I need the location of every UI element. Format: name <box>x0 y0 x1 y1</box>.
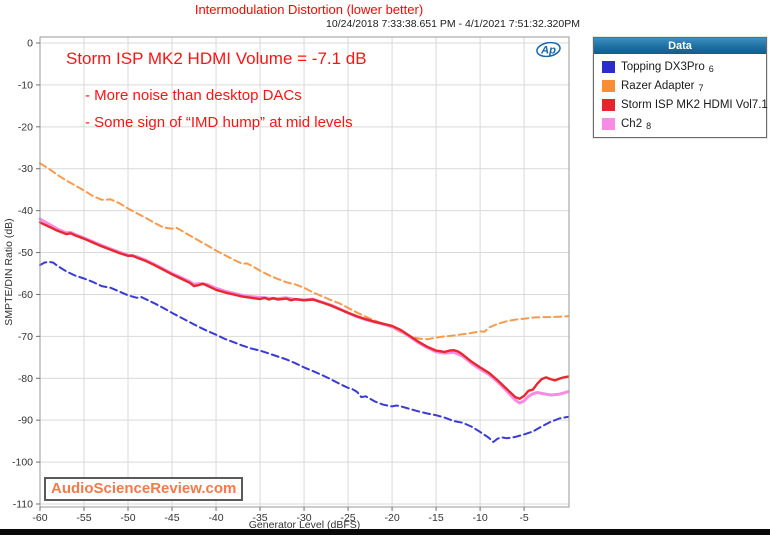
x-tick-label: -60 <box>32 512 47 524</box>
window-bottom-edge <box>0 529 770 535</box>
legend-item-ch2[interactable]: Ch2 8 <box>594 114 766 133</box>
audio-precision-logo-icon: Ap <box>536 41 561 58</box>
y-tick-label: 0 <box>27 38 33 50</box>
legend-item-label: Topping DX3Pro <box>621 60 705 73</box>
y-tick-label: -80 <box>18 373 33 385</box>
legend-color-swatch <box>602 60 615 73</box>
x-tick-label: -35 <box>252 512 267 524</box>
x-tick-label: -50 <box>120 512 135 524</box>
annotation-volume: Storm ISP MK2 HDMI Volume = -7.1 dB <box>66 49 367 68</box>
y-tick-label: -40 <box>18 205 33 217</box>
legend-channel-number: 8 <box>646 120 652 131</box>
annotation-noise: - More noise than desktop DACs <box>85 87 302 104</box>
legend-item-label: Storm ISP MK2 HDMI Vol7.1 <box>621 98 768 111</box>
y-tick-label: -50 <box>18 247 33 259</box>
legend-item-topping-dx3pro[interactable]: Topping DX3Pro 6 <box>594 57 766 76</box>
x-tick-label: -10 <box>473 512 488 524</box>
series-line-topping-dx3pro <box>39 260 570 443</box>
date-range: 10/24/2018 7:33:38.651 PM - 4/1/2021 7:5… <box>326 18 580 30</box>
legend-item-label: Razer Adapter <box>621 79 695 92</box>
y-axis-title: SMPTE/DIN Ratio (dB) <box>3 218 15 326</box>
svg-text:Ap: Ap <box>540 45 556 57</box>
x-tick-label: -30 <box>296 512 311 524</box>
chart-title: Intermodulation Distortion (lower better… <box>194 2 424 17</box>
x-tick-label: -45 <box>164 512 179 524</box>
x-tick-label: -25 <box>340 512 355 524</box>
y-tick-label: -20 <box>18 121 33 133</box>
legend-color-swatch <box>602 98 615 111</box>
x-tick-label: -40 <box>208 512 223 524</box>
x-tick-label: -15 <box>428 512 443 524</box>
legend-channel-number: 6 <box>708 63 714 74</box>
legend-item-razer-adapter[interactable]: Razer Adapter 7 <box>594 76 766 95</box>
legend-item-label: Ch2 <box>621 117 643 130</box>
x-tick-label: -5 <box>519 512 528 524</box>
x-tick-label: -55 <box>76 512 91 524</box>
series-line-razer-adapter <box>39 162 570 341</box>
series-line-storm-isp-mk2-hdmi-vol7-1 <box>38 221 570 400</box>
legend-item-storm-isp-mk2-hdmi-vol7-1[interactable]: Storm ISP MK2 HDMI Vol7.18 <box>594 95 768 114</box>
y-tick-label: -10 <box>18 79 33 91</box>
y-tick-label: -30 <box>18 163 33 175</box>
legend-panel[interactable]: Data Topping DX3Pro 6 Razer Adapter 7 Storm … <box>593 37 768 138</box>
y-tick-label: -100 <box>12 457 33 469</box>
legend-header[interactable]: Data <box>594 38 766 54</box>
y-tick-label: -110 <box>13 499 33 511</box>
legend-body: Topping DX3Pro 6 Razer Adapter 7 Storm ISP M… <box>594 54 768 137</box>
watermark: AudioScienceReview.com <box>44 477 244 501</box>
legend-color-swatch <box>602 117 615 130</box>
x-tick-label: -20 <box>384 512 399 524</box>
y-tick-label: -90 <box>18 415 33 427</box>
y-tick-label: -60 <box>18 289 33 301</box>
annotation-imd-hump: - Some sign of “IMD hump” at mid levels <box>85 114 353 131</box>
legend-channel-number: 7 <box>698 82 704 93</box>
legend-color-swatch <box>602 79 615 92</box>
y-tick-label: -70 <box>18 331 33 343</box>
x-axis-title: Generator Level (dBFS) <box>248 519 361 531</box>
